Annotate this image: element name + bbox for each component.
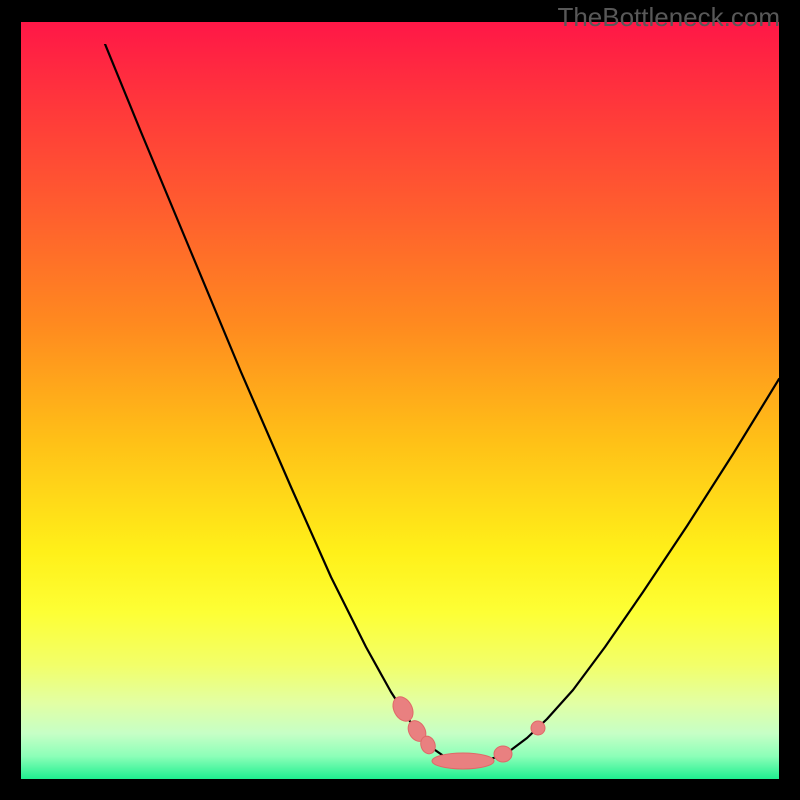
plot-background bbox=[21, 22, 779, 779]
curve-marker bbox=[531, 721, 545, 735]
curve-marker bbox=[432, 753, 494, 769]
bottleneck-chart bbox=[0, 0, 800, 800]
chart-frame: TheBottleneck.com bbox=[0, 0, 800, 800]
curve-marker bbox=[494, 746, 512, 762]
watermark-text: TheBottleneck.com bbox=[557, 2, 780, 33]
